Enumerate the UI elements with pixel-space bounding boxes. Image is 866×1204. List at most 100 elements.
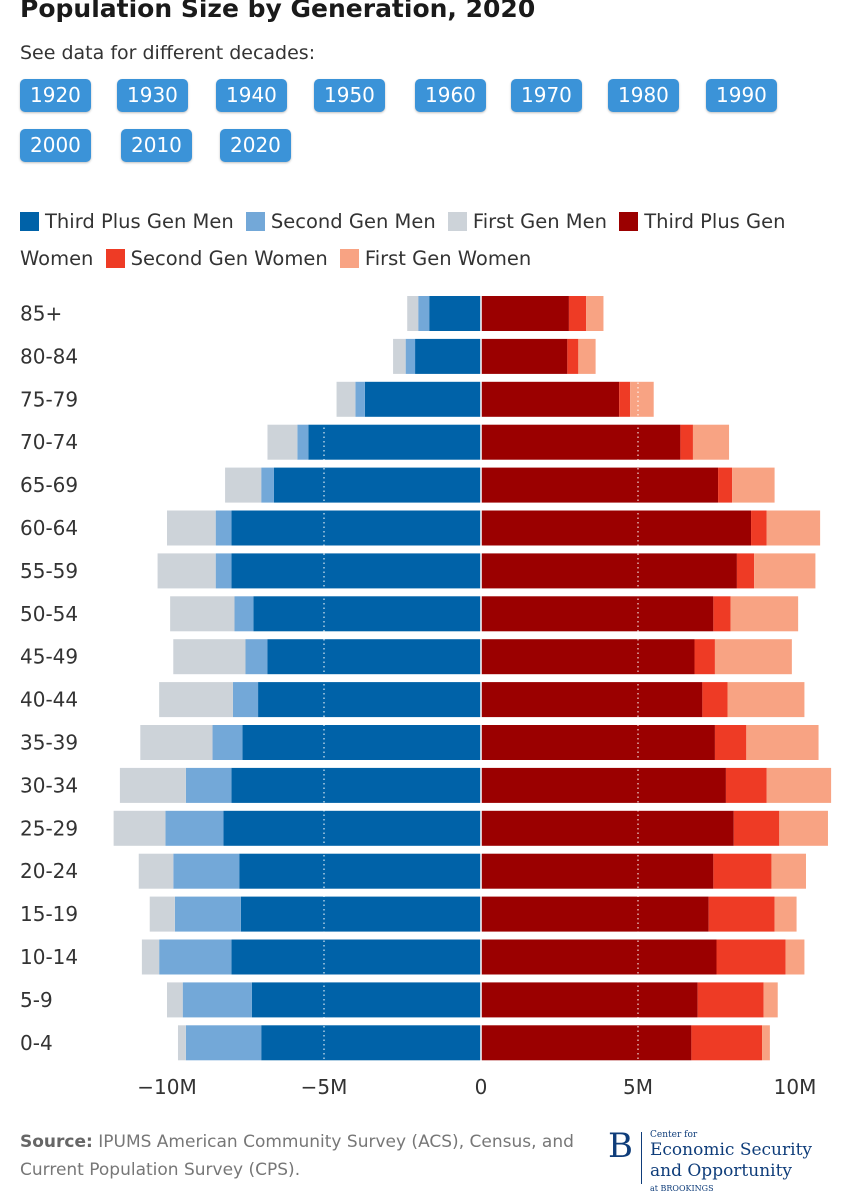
bar-segment [481, 725, 715, 760]
decade-button-1960[interactable]: 1960 [415, 79, 486, 112]
legend-label: First Gen Men [472, 210, 607, 233]
bar-segment [149, 896, 175, 932]
x-tick-label: −5M [301, 1075, 348, 1099]
bar-segment [694, 639, 715, 675]
decade-button-1990[interactable]: 1990 [706, 79, 777, 112]
category-label: 55-59 [20, 559, 78, 583]
bar-segment [754, 553, 816, 589]
bar-segment [170, 596, 235, 632]
bar-segment [393, 338, 406, 374]
logo-divider [641, 1132, 642, 1184]
brookings-logo: B Center for Economic Security and Oppor… [608, 1126, 848, 1198]
decade-button-1970[interactable]: 1970 [511, 79, 582, 112]
bar-segment [692, 424, 730, 460]
bar-segment [223, 810, 481, 846]
category-label: 65-69 [20, 473, 78, 497]
bar-segment [708, 896, 775, 932]
bar-segment [231, 939, 481, 975]
logo-letter: B [608, 1126, 633, 1166]
bar-segment [713, 596, 731, 632]
bar-segment [481, 381, 620, 417]
legend-swatch [105, 249, 125, 268]
legend-label: Second Gen Women [130, 247, 328, 270]
category-label: 10-14 [20, 945, 78, 969]
decade-button-1930[interactable]: 1930 [117, 79, 188, 112]
bar-segment [630, 381, 654, 417]
legend-swatch [20, 212, 39, 231]
logo-line-2: and Opportunity [650, 1161, 793, 1181]
legend-swatch [245, 212, 265, 231]
bar-segment [736, 553, 755, 589]
chart-legend: Third Plus Gen Men Second Gen Men First … [20, 203, 850, 277]
decade-button-1920[interactable]: 1920 [20, 79, 91, 112]
logo-line-0: Center for [650, 1130, 698, 1140]
decade-button-1940[interactable]: 1940 [216, 79, 287, 112]
legend-label: Second Gen Men [270, 210, 436, 233]
bar-segment [119, 767, 186, 803]
bar-segment [273, 467, 481, 503]
category-label: 60-64 [20, 516, 78, 540]
bar-segment [481, 682, 703, 718]
source-note: Source: IPUMS American Community Survey … [20, 1128, 580, 1184]
bar-segment [159, 682, 233, 718]
bar-segment [481, 553, 737, 589]
bar-segment [578, 338, 596, 374]
bar-segment [336, 381, 356, 417]
bar-segment [691, 1025, 763, 1061]
legend-swatch [447, 212, 467, 231]
bar-segment [481, 982, 698, 1018]
category-label: 50-54 [20, 602, 78, 626]
bar-segment [763, 982, 778, 1018]
decade-button-2020[interactable]: 2020 [220, 129, 291, 162]
decade-button-1950[interactable]: 1950 [314, 79, 385, 112]
bar-segment [253, 596, 481, 632]
bar-segment [697, 982, 764, 1018]
category-label: 5-9 [20, 988, 53, 1012]
bar-segment [405, 338, 416, 374]
chart-title: Population Size by Generation, 2020 [20, 0, 536, 23]
source-label: Source: [20, 1132, 93, 1152]
bar-segment [481, 639, 695, 675]
bar-segment [481, 424, 681, 460]
bar-segment [481, 467, 719, 503]
bar-segment [242, 725, 481, 760]
legend-swatch [619, 212, 639, 231]
category-label: 20-24 [20, 859, 78, 883]
bar-segment [714, 725, 747, 760]
bar-segment [481, 338, 568, 374]
bar-segment [141, 939, 160, 975]
bar-segment [215, 553, 232, 589]
bar-segment [766, 510, 821, 546]
bar-segment [261, 467, 274, 503]
bar-segment [407, 296, 419, 331]
decade-button-2010[interactable]: 2010 [121, 129, 192, 162]
source-text: IPUMS American Community Survey (ACS), C… [20, 1132, 574, 1180]
category-label: 80-84 [20, 344, 78, 368]
bar-segment [258, 682, 481, 718]
bar-segment [267, 639, 481, 675]
bar-segment [173, 639, 246, 675]
legend-label: Third Plus Gen Men [45, 210, 234, 233]
bar-segment [481, 596, 714, 632]
x-tick-label: 0 [475, 1075, 488, 1099]
legend-item: Third Plus Gen Women [20, 210, 786, 270]
bar-segment [568, 296, 587, 331]
bar-segment [185, 767, 232, 803]
bar-segment [733, 810, 780, 846]
decade-button-2000[interactable]: 2000 [20, 129, 91, 162]
bar-segment [157, 553, 216, 589]
legend-item: First Gen Men [447, 210, 607, 233]
category-label: 25-29 [20, 816, 78, 840]
category-label: 85+ [20, 302, 62, 326]
logo-line-1: Economic Security [650, 1140, 813, 1160]
decade-button-1980[interactable]: 1980 [608, 79, 679, 112]
legend-item: First Gen Women [339, 247, 531, 270]
bar-segment [182, 982, 252, 1018]
category-label: 15-19 [20, 902, 78, 926]
legend-label: Third Plus Gen Women [20, 210, 786, 270]
bar-segment [415, 338, 481, 374]
bar-segment [418, 296, 430, 331]
bar-segment [766, 767, 832, 803]
bar-segment [231, 767, 481, 803]
bar-segment [725, 767, 767, 803]
